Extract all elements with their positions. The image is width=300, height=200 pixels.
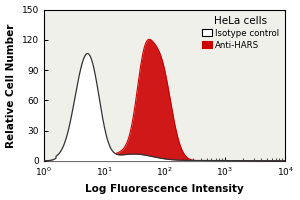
Y-axis label: Relative Cell Number: Relative Cell Number xyxy=(6,23,16,148)
X-axis label: Log Fluorescence Intensity: Log Fluorescence Intensity xyxy=(85,184,244,194)
Legend: Isotype control, Anti-HARS: Isotype control, Anti-HARS xyxy=(200,14,281,52)
